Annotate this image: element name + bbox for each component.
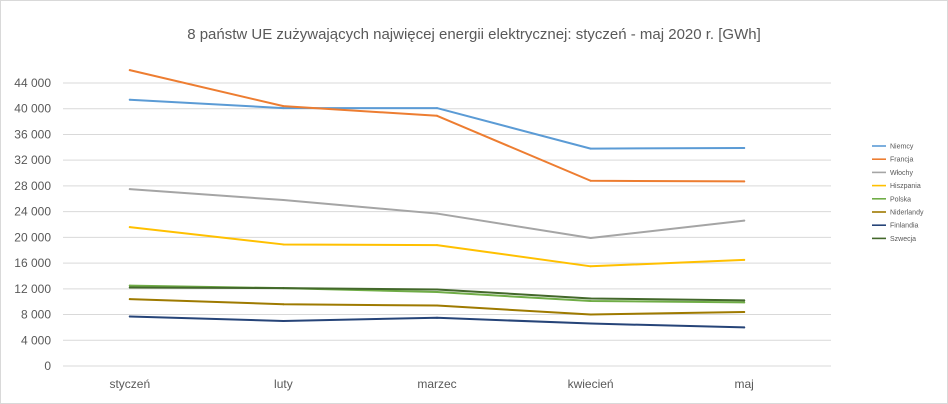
data-point: [743, 219, 746, 222]
data-point: [282, 107, 285, 110]
x-tick-label: maj: [735, 377, 754, 391]
data-point: [436, 288, 438, 291]
data-point: [282, 287, 285, 290]
y-tick-label: 36 000: [14, 127, 51, 141]
data-point: [743, 326, 746, 329]
y-tick-label: 28 000: [14, 179, 51, 193]
y-tick-label: 24 000: [14, 205, 51, 219]
data-point: [436, 212, 438, 215]
y-tick-label: 20 000: [14, 230, 51, 244]
y-tick-label: 12 000: [14, 282, 51, 296]
data-point: [128, 226, 131, 229]
data-point: [436, 114, 438, 117]
data-point: [743, 301, 746, 304]
y-tick-label: 0: [44, 359, 51, 373]
data-point: [589, 147, 592, 150]
x-tick-label: luty: [274, 377, 293, 391]
data-point: [436, 291, 438, 294]
x-tick-label: styczeń: [109, 377, 150, 391]
data-point: [436, 107, 438, 110]
data-point: [436, 316, 438, 319]
data-point: [128, 284, 131, 287]
data-point: [589, 322, 592, 325]
legend-label: Francja: [890, 157, 913, 164]
legend-label: Polska: [890, 196, 911, 203]
data-point: [743, 310, 746, 313]
data-point: [282, 303, 285, 306]
data-point: [128, 298, 131, 301]
data-point: [128, 69, 131, 72]
data-point: [436, 304, 438, 307]
data-point: [128, 286, 131, 289]
data-point: [128, 98, 131, 101]
legend-label: Włochy: [890, 170, 913, 177]
data-point: [589, 297, 592, 300]
data-point: [743, 180, 746, 183]
data-point: [743, 299, 746, 302]
data-point: [282, 199, 285, 202]
legend-label: Hiszpania: [890, 183, 921, 190]
y-tick-label: 32 000: [14, 153, 51, 167]
legend-label: Finlandia: [890, 223, 919, 230]
y-tick-label: 16 000: [14, 256, 51, 270]
data-point: [282, 105, 285, 108]
y-tick-label: 44 000: [14, 76, 51, 90]
data-point: [282, 319, 285, 322]
data-point: [589, 179, 592, 182]
legend-label: Szwecja: [890, 236, 916, 243]
chart-title: 8 państw UE zużywających najwięcej energ…: [187, 26, 761, 43]
data-point: [743, 258, 746, 261]
legend-label: Niderlandy: [890, 210, 924, 217]
x-tick-label: kwiecień: [568, 377, 614, 391]
data-point: [743, 146, 746, 149]
data-point: [128, 315, 131, 318]
data-point: [282, 243, 285, 246]
y-tick-label: 8 000: [21, 308, 51, 322]
series-line-francja: [128, 69, 746, 183]
data-point: [589, 237, 592, 240]
legend-label: Niemcy: [890, 144, 914, 151]
data-point: [436, 244, 438, 247]
series-line-niemcy: [128, 98, 746, 150]
x-tick-label: marzec: [417, 377, 456, 391]
data-point: [589, 265, 592, 268]
data-point: [589, 313, 592, 316]
y-tick-label: 4 000: [21, 333, 51, 347]
y-tick-label: 40 000: [14, 102, 51, 116]
series-line-hiszpania: [128, 226, 746, 268]
data-point: [589, 300, 592, 303]
data-point: [128, 188, 131, 191]
